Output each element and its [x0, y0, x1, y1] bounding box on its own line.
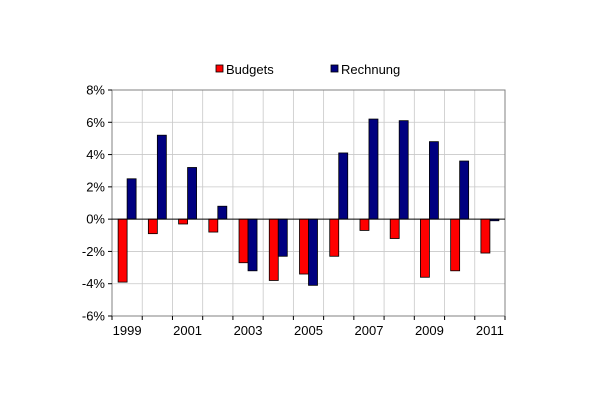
bar-rechnung-2004: [277, 218, 288, 257]
bar-budgets-2011: [480, 218, 491, 254]
bar-budgets-2004: [268, 218, 279, 281]
bar-budgets-2006: [329, 218, 340, 257]
x-tick-label: 1999: [113, 323, 142, 338]
y-tick-label: 2%: [86, 179, 105, 194]
axes: [108, 89, 506, 320]
legend: Budgets Rechnung: [215, 62, 400, 77]
bar-budgets-2005: [299, 218, 309, 275]
x-tick-label: 2009: [415, 323, 444, 338]
y-tick-labels: 8% 6% 4% 2% 0% -2% -4% -6%: [82, 83, 106, 324]
y-tick-label: 0%: [86, 212, 105, 227]
bars: [117, 118, 500, 286]
y-tick-label: -6%: [82, 309, 106, 324]
bar-rechnung-2007: [368, 118, 379, 220]
bar-budgets-2008: [389, 218, 400, 239]
y-tick-label: 6%: [86, 115, 105, 130]
y-tick-label: 8%: [86, 83, 105, 98]
bar-budgets-2009: [420, 218, 430, 278]
bar-budgets-2003: [238, 218, 249, 264]
x-tick-labels: 1999 2001 2003 2005 2007 2009 2011: [113, 323, 504, 338]
y-tick-label: 4%: [86, 147, 105, 162]
bar-rechnung-2009: [429, 141, 439, 220]
bar-rechnung-2008: [398, 120, 409, 220]
legend-label-rechnung: Rechnung: [341, 62, 400, 77]
bar-rechnung-2002: [217, 205, 228, 220]
bar-rechnung-2006: [338, 152, 349, 220]
bar-budgets-2000: [147, 218, 158, 235]
plot-area-border: [111, 89, 506, 317]
bar-budgets-2007: [359, 218, 370, 231]
bar-rechnung-2005: [308, 218, 318, 286]
bar-rechnung-2001: [187, 167, 197, 220]
bar-budgets-1999: [117, 218, 128, 283]
bar-rechnung-2003: [247, 218, 258, 272]
x-tick-label: 2005: [294, 323, 323, 338]
bar-rechnung-1999: [126, 178, 137, 220]
y-tick-label: -4%: [82, 276, 106, 291]
bar-rechnung-2000: [156, 134, 167, 220]
legend-swatch-rechnung: [330, 64, 339, 73]
bar-budgets-2001: [178, 218, 188, 225]
bar-budgets-2002: [208, 218, 219, 233]
x-tick-label: 2007: [355, 323, 384, 338]
y-tick-label: -2%: [82, 244, 106, 259]
legend-swatch-budgets: [215, 64, 224, 73]
legend-label-budgets: Budgets: [226, 62, 274, 77]
x-tick-label: 2003: [234, 323, 263, 338]
bar-budgets-2010: [450, 218, 461, 272]
x-tick-label: 2001: [173, 323, 202, 338]
x-tick-label: 2011: [476, 323, 504, 338]
bar-rechnung-2010: [459, 160, 470, 220]
